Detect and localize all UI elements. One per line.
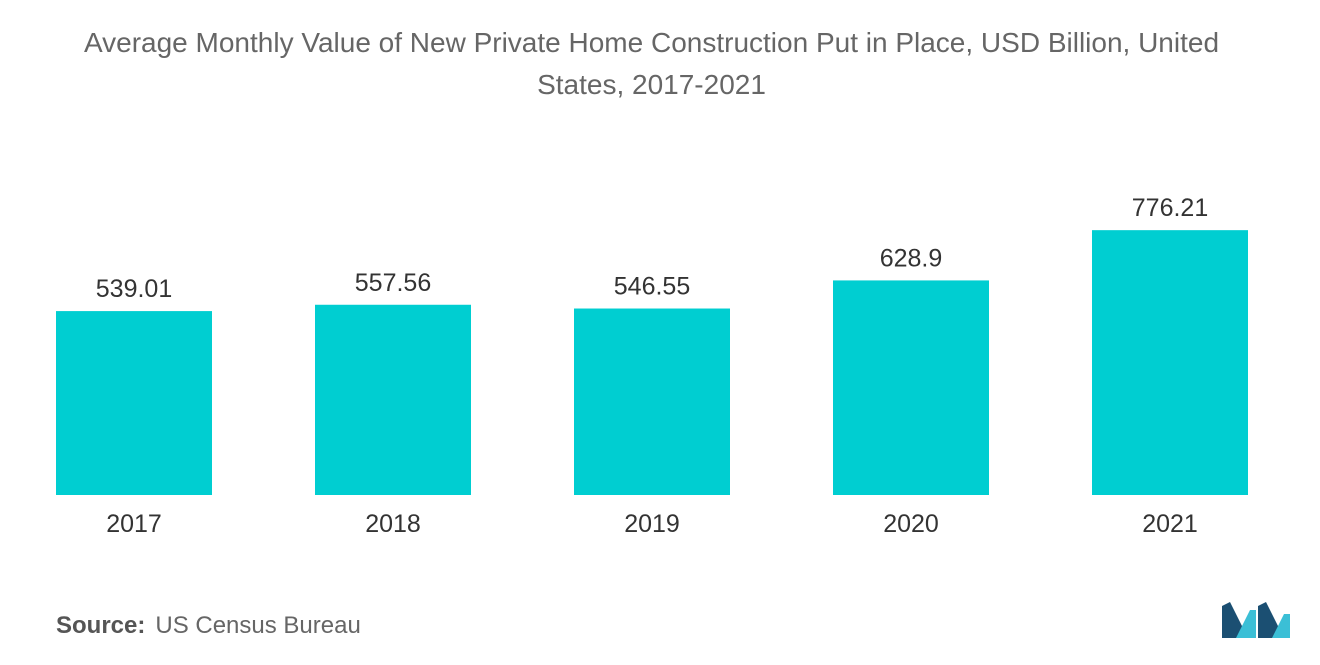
bar-value-label-2021: 776.21	[1132, 194, 1208, 222]
bar-2018	[315, 304, 471, 495]
bar-value-label-2020: 628.9	[880, 244, 943, 272]
bar-value-label-2019: 546.55	[614, 273, 690, 301]
chart-title-line-1: Average Monthly Value of New Private Hom…	[83, 27, 1220, 58]
source-value: US Census Bureau	[155, 612, 361, 639]
bar-2020	[833, 280, 989, 495]
x-tick-label-2018: 2018	[365, 510, 421, 538]
mordor-intelligence-logo-icon	[1222, 602, 1290, 638]
x-tick-label-2019: 2019	[624, 510, 680, 538]
x-tick-labels-group: 2017 2018 2019 2020 2021	[106, 510, 1198, 538]
bars-group	[56, 230, 1248, 495]
chart-title-line-2: States, 2017-2021	[537, 69, 766, 100]
chart-title: Average Monthly Value of New Private Hom…	[0, 22, 1303, 106]
bar-value-label-2018: 557.56	[355, 269, 431, 297]
source-note: Source: US Census Bureau	[56, 612, 361, 640]
logo-stroke-4	[1272, 614, 1290, 638]
x-tick-label-2017: 2017	[106, 510, 162, 538]
x-tick-label-2021: 2021	[1142, 510, 1198, 538]
bar-2019	[574, 308, 730, 495]
source-label: Source:	[56, 612, 146, 639]
value-labels-group: 539.01 557.56 546.55 628.9 776.21	[96, 194, 1208, 303]
bar-value-label-2017: 539.01	[96, 275, 172, 303]
bar-2017	[56, 311, 212, 495]
logo-stroke-3	[1258, 602, 1280, 638]
logo-stroke-2	[1236, 610, 1256, 638]
logo-stroke-1	[1222, 602, 1244, 638]
bar-2021	[1092, 230, 1248, 495]
x-tick-label-2020: 2020	[883, 510, 939, 538]
